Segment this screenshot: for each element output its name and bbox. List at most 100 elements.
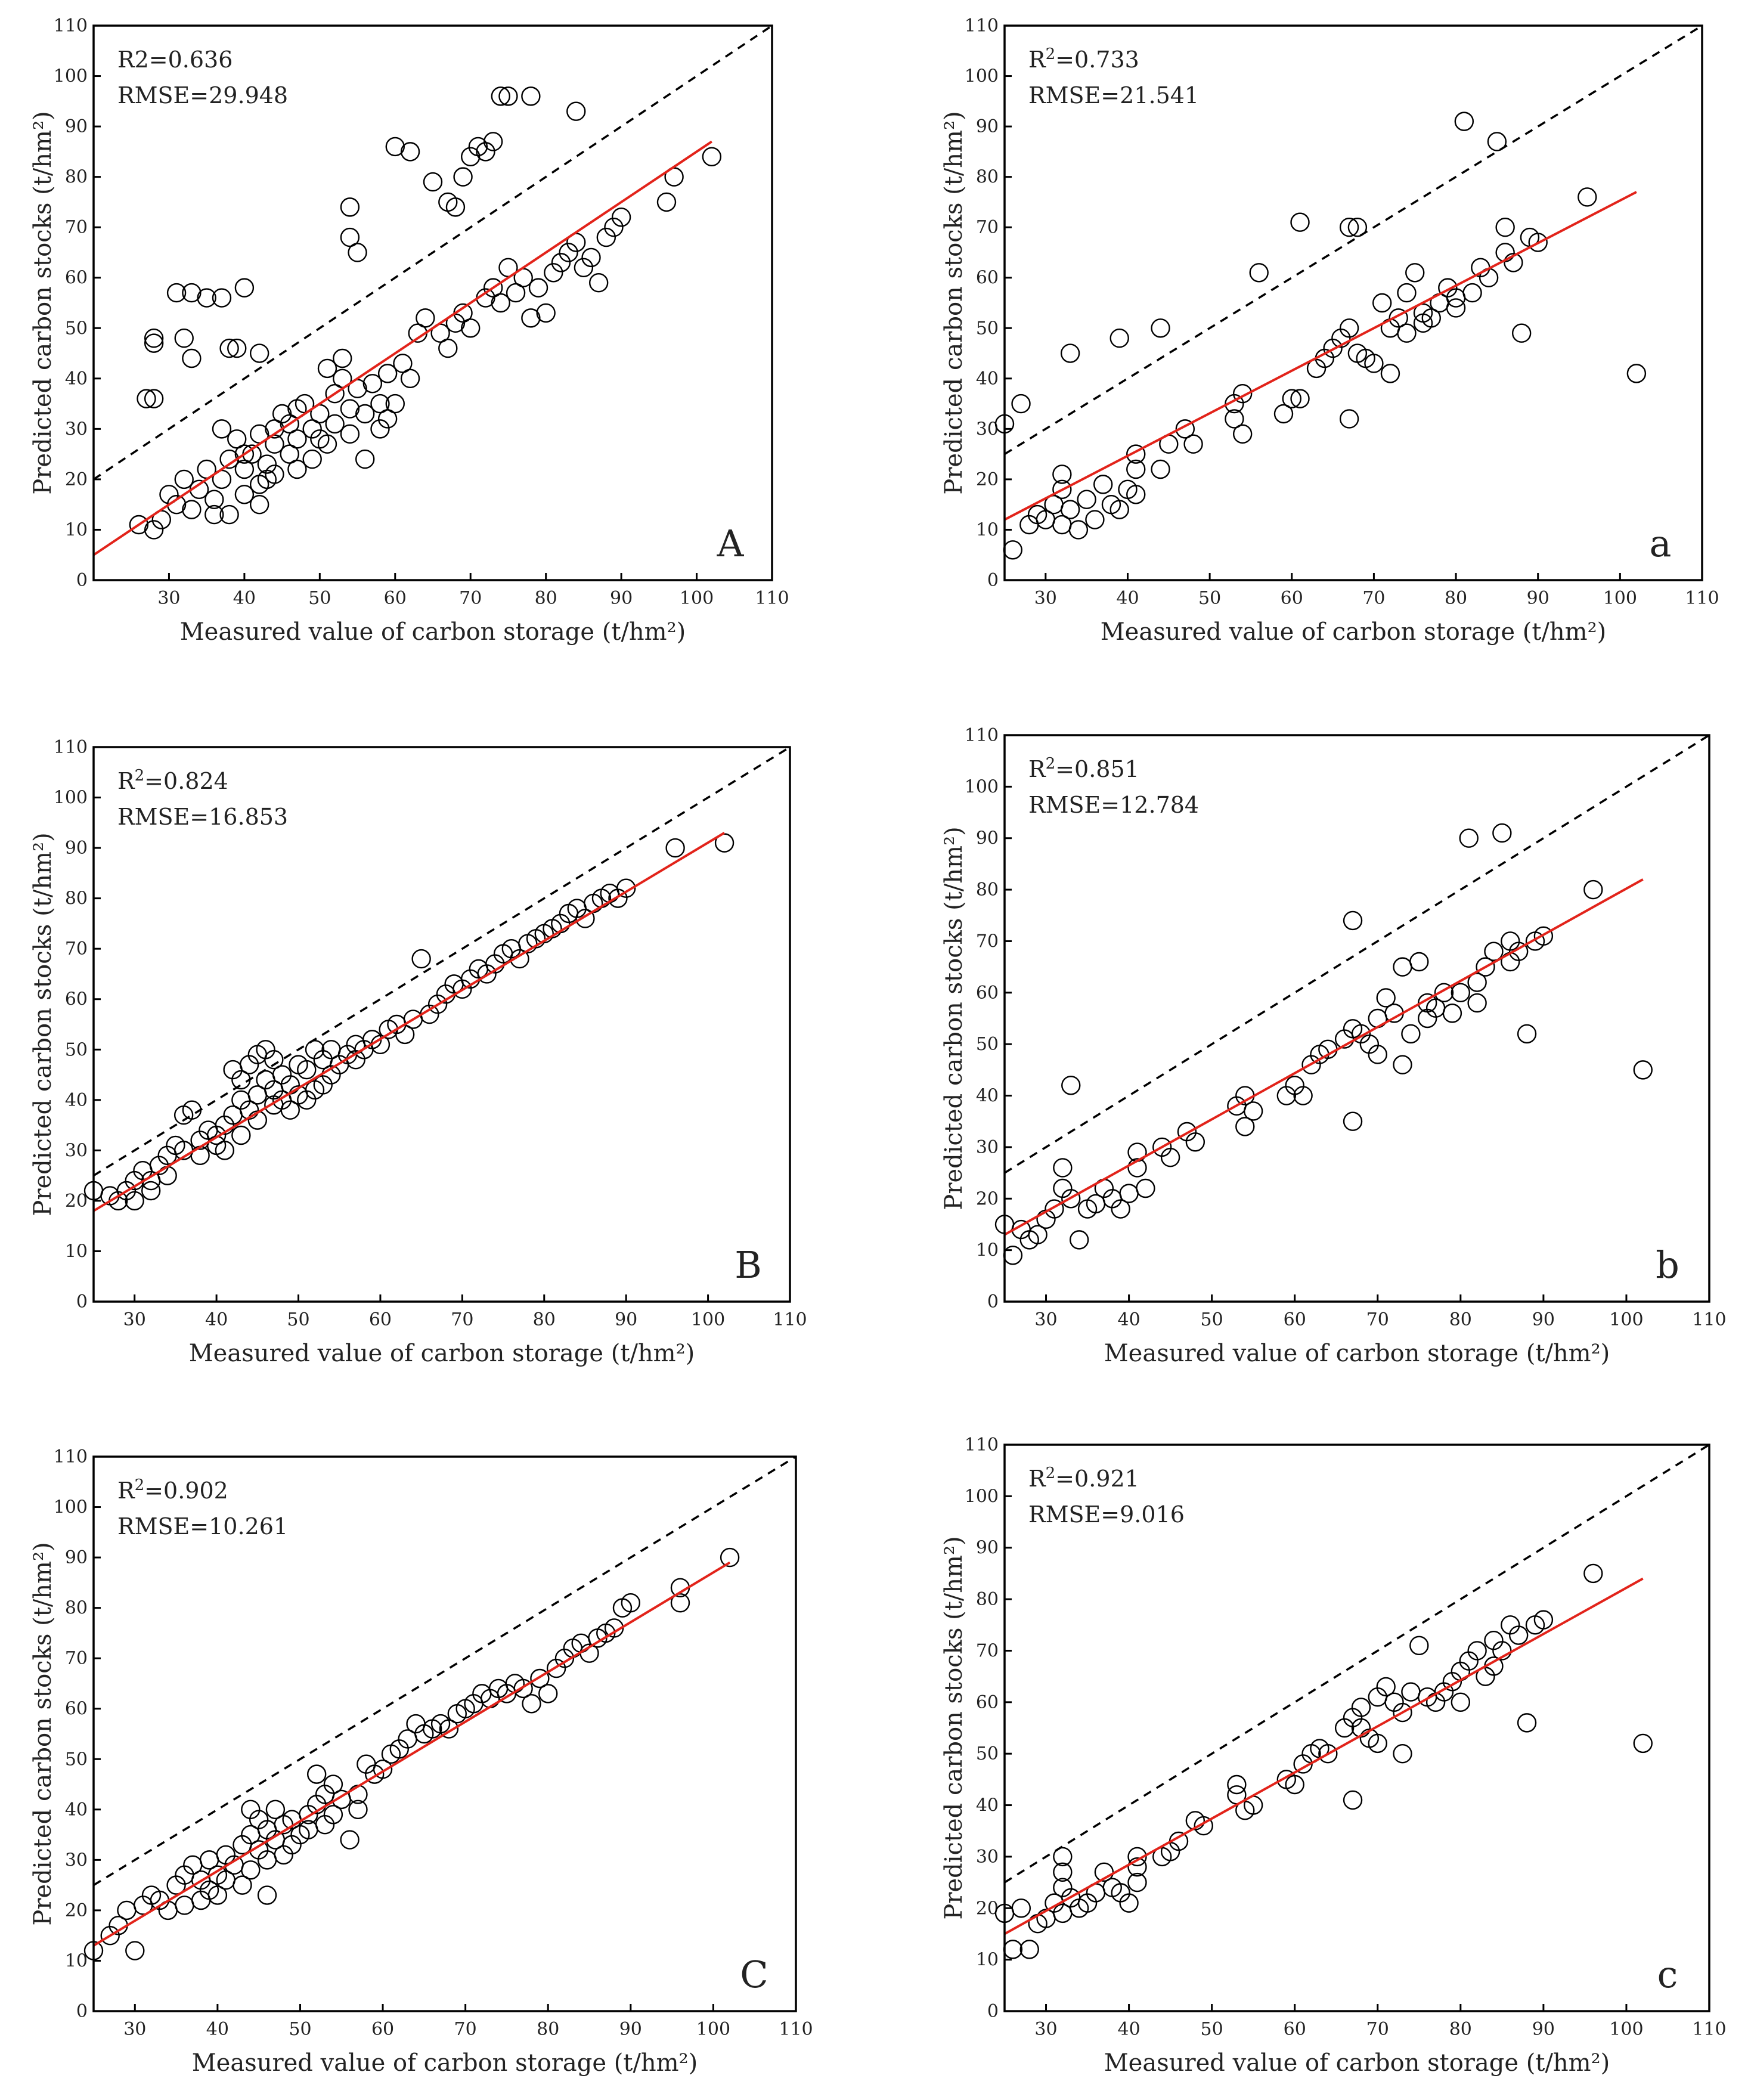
one-to-one-line: [1004, 24, 1703, 456]
data-point: [1160, 1147, 1180, 1167]
data-point: [257, 1885, 277, 1905]
data-point: [498, 86, 518, 106]
data-point: [1633, 1060, 1653, 1080]
x-tick-label: 70: [451, 1309, 473, 1330]
y-tick-label: 80: [65, 167, 88, 188]
y-tick-label: 0: [987, 2001, 999, 2022]
data-point: [522, 1694, 541, 1714]
y-tick-label: 70: [65, 939, 88, 959]
x-axis-title: Measured value of carbon storage (t/hm²): [180, 618, 686, 646]
data-point: [491, 86, 510, 106]
r2-superscript: 2: [1046, 755, 1056, 773]
y-tick-label: 100: [54, 788, 88, 809]
data-point: [377, 409, 398, 429]
y-tick-label: 60: [65, 989, 88, 1010]
data-point: [362, 374, 383, 394]
y-axis-title: Predicted carbon stocks (t/hm²): [940, 1536, 968, 1919]
x-tick-label: 80: [533, 1309, 556, 1330]
data-point: [702, 147, 722, 167]
data-point: [1093, 475, 1113, 494]
data-point: [1052, 479, 1072, 500]
x-axis-title: Measured value of carbon storage (t/hm²): [189, 1340, 695, 1367]
r2-value: =0.921: [1055, 1466, 1139, 1492]
data-point: [1028, 1225, 1047, 1244]
data-point: [287, 459, 307, 479]
data-point: [656, 192, 677, 212]
data-point: [528, 278, 548, 298]
x-tick-label: 50: [1201, 2019, 1223, 2040]
data-point: [438, 338, 458, 358]
x-tick-label: 90: [619, 2019, 642, 2040]
data-point: [125, 1941, 145, 1960]
data-point: [385, 137, 405, 157]
data-point: [333, 348, 352, 368]
data-point: [1389, 308, 1408, 328]
y-axis-title: Predicted carbon stocks (t/hm²): [29, 832, 57, 1216]
data-point: [536, 303, 556, 323]
y-axis-title: Predicted carbon stocks (t/hm²): [940, 111, 968, 494]
y-tick-label: 70: [976, 217, 999, 238]
data-point: [144, 520, 164, 540]
data-point: [373, 1759, 393, 1779]
data-point: [1003, 540, 1022, 560]
data-point: [1533, 1610, 1554, 1630]
data-point: [1351, 1698, 1371, 1717]
data-point: [461, 318, 481, 338]
data-point: [1462, 283, 1482, 303]
data-point: [510, 949, 529, 969]
data-point: [1290, 389, 1310, 408]
x-tick-label: 80: [1449, 2019, 1472, 2040]
data-point: [1405, 263, 1425, 283]
x-tick-label: 50: [1201, 1309, 1223, 1330]
y-tick-label: 60: [976, 268, 999, 289]
data-point: [1293, 1086, 1313, 1105]
x-tick-label: 110: [1692, 2019, 1726, 2040]
rmse-label: RMSE=16.853: [117, 804, 288, 830]
data-point: [1045, 1199, 1064, 1219]
data-point: [117, 1900, 137, 1921]
data-point: [1019, 1940, 1039, 1959]
data-point: [377, 364, 398, 383]
y-tick-label: 10: [976, 1950, 999, 1971]
data-point: [1225, 409, 1244, 429]
data-point: [348, 1799, 368, 1820]
data-point: [323, 1805, 343, 1825]
r2-value: =0.902: [144, 1478, 228, 1504]
x-tick-label: 60: [1284, 2019, 1306, 2040]
data-point: [1126, 459, 1146, 479]
data-point: [538, 1684, 558, 1703]
x-tick-label: 60: [1284, 1309, 1306, 1330]
y-tick-label: 0: [76, 1291, 88, 1312]
data-point: [604, 217, 624, 237]
data-point: [1434, 983, 1454, 1003]
data-point: [265, 1799, 286, 1820]
data-point: [1451, 1692, 1471, 1712]
data-point: [249, 343, 269, 363]
x-tick-label: 40: [1117, 1309, 1140, 1330]
plot-frame: [1003, 24, 1703, 581]
y-tick-label: 20: [65, 469, 88, 490]
data-point: [566, 101, 586, 121]
y-tick-label: 30: [976, 419, 999, 439]
x-tick-label: 80: [535, 588, 557, 609]
y-tick-label: 40: [65, 1090, 88, 1111]
data-point: [416, 308, 435, 328]
data-point: [1318, 1743, 1338, 1764]
data-point: [199, 1880, 219, 1900]
chart-panel-b: 0 10 20 30 40 50 60 70 80 90 100 110 30 40 50 60 70 80 90 1…: [940, 725, 1727, 1367]
data-point: [1417, 1008, 1437, 1029]
data-point: [720, 1547, 740, 1568]
data-point: [1136, 1178, 1155, 1198]
x-tick-label: 70: [459, 588, 482, 609]
data-point: [1053, 1862, 1073, 1882]
data-point: [348, 243, 367, 262]
y-tick-label: 50: [65, 318, 88, 339]
data-point: [483, 132, 503, 151]
data-point: [423, 172, 443, 192]
y-tick-label: 90: [976, 828, 999, 849]
panel-label: a: [1650, 522, 1672, 565]
data-point: [1273, 404, 1294, 424]
data-point: [1127, 1872, 1147, 1893]
x-tick-label: 40: [1116, 588, 1139, 609]
y-tick-label: 70: [976, 931, 999, 952]
